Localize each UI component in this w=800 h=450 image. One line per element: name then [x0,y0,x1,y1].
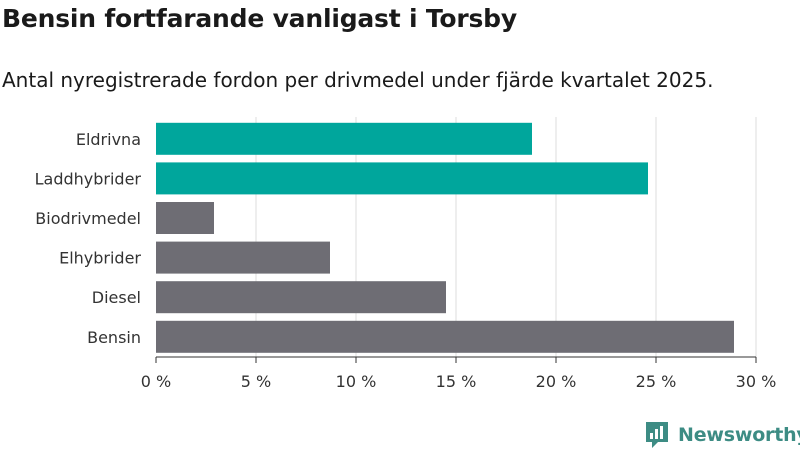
category-label: Diesel [92,288,141,307]
brand-logo: Newsworthy [644,420,800,450]
x-tick-label: 0 % [141,372,171,391]
x-tick-label: 5 % [241,372,271,391]
category-label: Bensin [87,328,141,347]
x-tick-label: 15 % [436,372,477,391]
category-label: Laddhybrider [35,169,142,188]
bar [156,320,734,353]
bar [156,122,532,155]
bar [156,281,446,314]
category-label: Elhybrider [59,249,141,268]
x-tick-label: 25 % [636,372,677,391]
x-tick-label: 30 % [736,372,777,391]
category-label: Biodrivmedel [35,209,141,228]
bar [156,162,648,195]
category-label: Eldrivna [76,130,141,149]
newsworthy-logo-icon [646,422,668,448]
chart-title: Bensin fortfarande vanligast i Torsby [2,4,517,33]
x-tick-label: 20 % [536,372,577,391]
bar [156,241,330,274]
bar [156,202,214,234]
chart-subtitle: Antal nyregistrerade fordon per drivmede… [2,68,714,92]
brand-name: Newsworthy [678,424,800,446]
x-tick-label: 10 % [336,372,377,391]
